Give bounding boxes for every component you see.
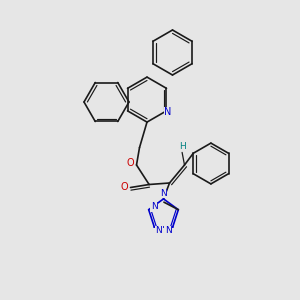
Text: O: O (121, 182, 128, 192)
Text: H: H (179, 142, 186, 151)
Text: O: O (126, 158, 134, 169)
Text: N: N (151, 202, 158, 211)
Text: N: N (155, 226, 162, 235)
Text: N: N (164, 107, 172, 117)
Text: N: N (165, 226, 172, 235)
Text: N: N (160, 189, 167, 198)
